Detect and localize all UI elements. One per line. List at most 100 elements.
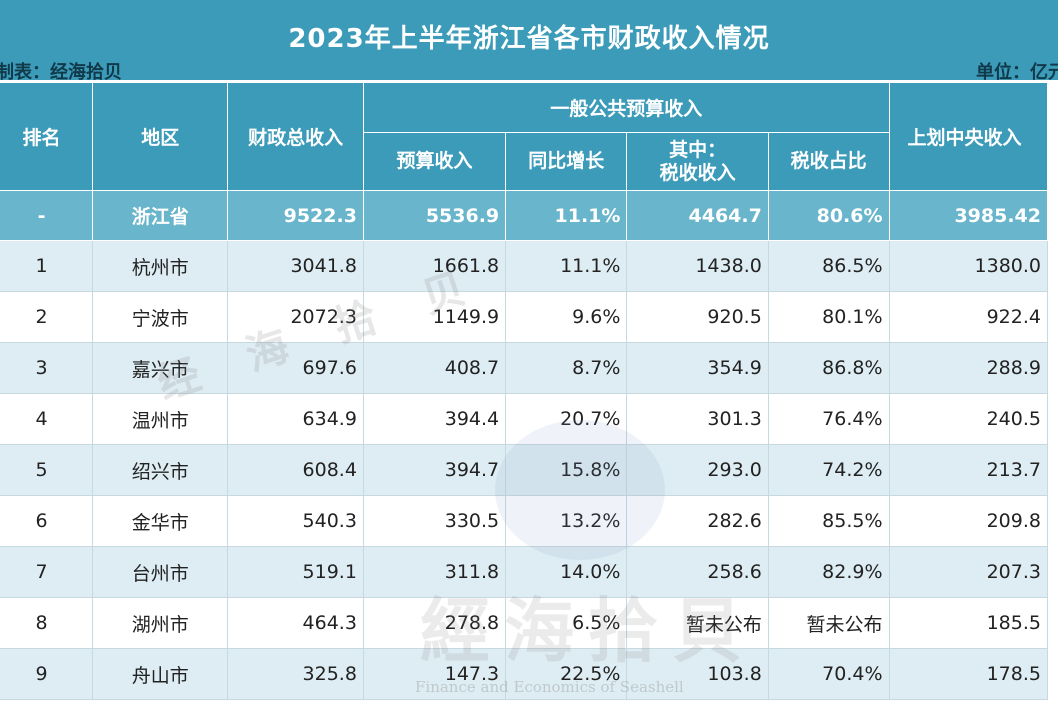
cell-total-income: 3041.8: [227, 240, 364, 292]
cell-tax-income: 暂未公布: [626, 597, 769, 649]
cell-central-income: 213.7: [888, 444, 1049, 496]
cell-yoy-growth: 6.5%: [505, 597, 628, 649]
total-central-income: 3985.42: [888, 190, 1049, 241]
cell-tax-income: 354.9: [626, 342, 769, 394]
cell-yoy-growth: 15.8%: [505, 444, 628, 496]
table-row: 2 宁波市 2072.3 1149.9 9.6% 920.5 80.1% 922…: [0, 291, 1049, 343]
total-rank: -: [0, 190, 94, 241]
table-row: 5 绍兴市 608.4 394.7 15.8% 293.0 74.2% 213.…: [0, 444, 1049, 496]
table-row: 1 杭州市 3041.8 1661.8 11.1% 1438.0 86.5% 1…: [0, 240, 1049, 292]
cell-yoy-growth: 20.7%: [505, 393, 628, 445]
cell-tax-income: 1438.0: [626, 240, 769, 292]
cell-region: 绍兴市: [92, 444, 229, 496]
cell-tax-ratio: 76.4%: [767, 393, 890, 445]
table-row: 8 湖州市 464.3 278.8 6.5% 暂未公布 暂未公布 185.5: [0, 597, 1049, 649]
cell-region: 杭州市: [92, 240, 229, 292]
cell-central-income: 207.3: [888, 546, 1049, 598]
cell-rank: 9: [0, 648, 94, 700]
cell-yoy-growth: 13.2%: [505, 495, 628, 547]
cell-tax-ratio: 70.4%: [767, 648, 890, 700]
cell-total-income: 464.3: [227, 597, 364, 649]
cell-rank: 4: [0, 393, 94, 445]
cell-rank: 6: [0, 495, 94, 547]
total-tax-ratio: 80.6%: [767, 190, 890, 241]
title-bar: [0, 0, 1058, 80]
watermark-text-large: 經海拾貝: [420, 590, 756, 672]
header-tax-income: 其中： 税收收入: [626, 132, 769, 191]
cell-total-income: 697.6: [227, 342, 364, 394]
header-tax-income-line1: 其中：: [669, 138, 727, 161]
cell-rank: 3: [0, 342, 94, 394]
cell-budget-income: 394.7: [362, 444, 507, 496]
fiscal-income-table: 排名 地区 财政总收入 一般公共预算收入 上划中央收入 预算收入 同比增长 其中…: [0, 82, 1049, 700]
unit-label: 单位：亿元: [976, 62, 1058, 83]
watermark-text-en: Finance and Economics of Seashell: [415, 678, 684, 696]
table-row: 4 温州市 634.9 394.4 20.7% 301.3 76.4% 240.…: [0, 393, 1049, 445]
cell-tax-ratio: 85.5%: [767, 495, 890, 547]
header-tax-ratio: 税收占比: [767, 132, 890, 191]
cell-tax-ratio: 86.5%: [767, 240, 890, 292]
cell-budget-income: 1149.9: [362, 291, 507, 343]
header-total-income: 财政总收入: [227, 82, 364, 191]
cell-rank: 2: [0, 291, 94, 343]
cell-tax-income: 293.0: [626, 444, 769, 496]
cell-budget-income: 278.8: [362, 597, 507, 649]
header-rank: 排名: [0, 82, 94, 191]
cell-central-income: 922.4: [888, 291, 1049, 343]
total-budget-income: 5536.9: [362, 190, 507, 241]
total-yoy-growth: 11.1%: [505, 190, 628, 241]
cell-budget-income: 1661.8: [362, 240, 507, 292]
cell-region: 舟山市: [92, 648, 229, 700]
table-row: 9 舟山市 325.8 147.3 22.5% 103.8 70.4% 178.…: [0, 648, 1049, 700]
cell-rank: 8: [0, 597, 94, 649]
cell-central-income: 185.5: [888, 597, 1049, 649]
cell-tax-income: 301.3: [626, 393, 769, 445]
cell-rank: 7: [0, 546, 94, 598]
cell-central-income: 178.5: [888, 648, 1049, 700]
cell-yoy-growth: 8.7%: [505, 342, 628, 394]
cell-central-income: 1380.0: [888, 240, 1049, 292]
cell-tax-ratio: 86.8%: [767, 342, 890, 394]
cell-tax-ratio: 74.2%: [767, 444, 890, 496]
cell-central-income: 240.5: [888, 393, 1049, 445]
cell-region: 台州市: [92, 546, 229, 598]
cell-region: 金华市: [92, 495, 229, 547]
header-yoy-growth: 同比增长: [505, 132, 628, 191]
cell-yoy-growth: 22.5%: [505, 648, 628, 700]
cell-central-income: 288.9: [888, 342, 1049, 394]
total-tax-income: 4464.7: [626, 190, 769, 241]
cell-budget-income: 408.7: [362, 342, 507, 394]
cell-budget-income: 147.3: [362, 648, 507, 700]
cell-tax-ratio: 82.9%: [767, 546, 890, 598]
cell-tax-income: 103.8: [626, 648, 769, 700]
watermark-logo: [495, 420, 665, 560]
cell-total-income: 2072.3: [227, 291, 364, 343]
cell-yoy-growth: 14.0%: [505, 546, 628, 598]
cell-total-income: 540.3: [227, 495, 364, 547]
cell-central-income: 209.8: [888, 495, 1049, 547]
cell-total-income: 634.9: [227, 393, 364, 445]
cell-total-income: 325.8: [227, 648, 364, 700]
header-general-budget: 一般公共预算收入: [362, 82, 890, 133]
total-region: 浙江省: [92, 190, 229, 241]
cell-budget-income: 394.4: [362, 393, 507, 445]
cell-rank: 5: [0, 444, 94, 496]
cell-yoy-growth: 11.1%: [505, 240, 628, 292]
cell-total-income: 519.1: [227, 546, 364, 598]
cell-region: 湖州市: [92, 597, 229, 649]
cell-total-income: 608.4: [227, 444, 364, 496]
table-row: 6 金华市 540.3 330.5 13.2% 282.6 85.5% 209.…: [0, 495, 1049, 547]
header-region: 地区: [92, 82, 229, 191]
cell-rank: 1: [0, 240, 94, 292]
cell-budget-income: 330.5: [362, 495, 507, 547]
cell-tax-ratio: 80.1%: [767, 291, 890, 343]
table-maker-label: 制表：经海拾贝: [0, 62, 122, 83]
cell-tax-income: 282.6: [626, 495, 769, 547]
cell-tax-income: 258.6: [626, 546, 769, 598]
total-total-income: 9522.3: [227, 190, 364, 241]
header-budget-income: 预算收入: [362, 132, 507, 191]
cell-tax-ratio: 暂未公布: [767, 597, 890, 649]
header-tax-income-line2: 税收收入: [659, 161, 736, 184]
page-title: 2023年上半年浙江省各市财政收入情况: [288, 24, 770, 54]
table-row: 3 嘉兴市 697.6 408.7 8.7% 354.9 86.8% 288.9: [0, 342, 1049, 394]
